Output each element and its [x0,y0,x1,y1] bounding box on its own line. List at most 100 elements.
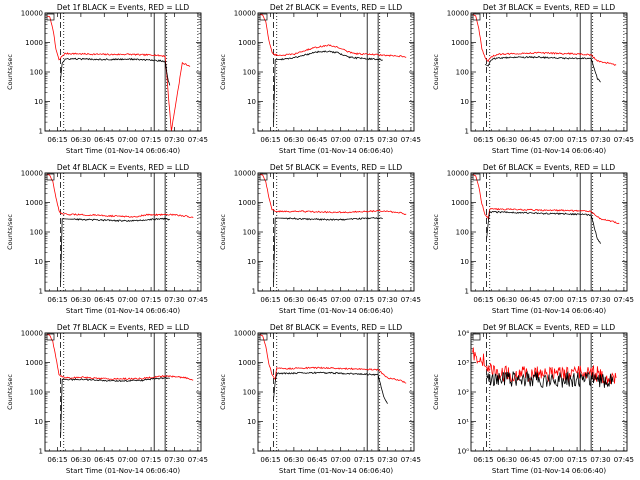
series-group [259,333,407,404]
x-tick-label: 06:45 [520,136,540,144]
x-tick-label: 07:15 [354,456,374,464]
plot-frame [257,172,415,292]
x-tick-label: 06:15 [473,296,493,304]
x-tick-label: 06:45 [307,456,327,464]
y-axis-label: Counts/sec [432,214,440,250]
x-tick-label: 07:00 [544,136,564,144]
y-tick-label: 10 [247,98,256,106]
x-axis-label: Start Time (01-Nov-14 06:06:40) [66,307,180,315]
x-tick-label: 06:15 [47,296,67,304]
y-tick-label: 100 [456,229,469,237]
x-tick-label: 06:30 [497,296,517,304]
x-tick-label: 07:30 [164,136,184,144]
x-tick-label: 06:15 [260,136,280,144]
y-tick-label: 1 [39,448,43,456]
panel-det-9: Det 9f BLACK = Events, RED = LLD Counts/s… [432,323,634,475]
panel-title: Det 9f BLACK = Events, RED = LLD [483,323,616,332]
x-tick-label: 06:30 [497,136,517,144]
series-events-line [60,217,171,283]
x-axis-label: Start Time (01-Nov-14 06:06:40) [279,307,393,315]
series-events-line [273,217,383,283]
x-axis-label: Start Time (01-Nov-14 06:06:40) [492,147,606,155]
x-tick-label: 07:30 [377,456,397,464]
x-tick-label: 07:00 [544,296,564,304]
y-tick-label: 100 [456,69,469,77]
x-tick-label: 06:15 [260,296,280,304]
series-events-line [486,370,614,388]
plot-frame [44,12,202,132]
x-tick-label: 06:15 [473,136,493,144]
x-tick-label: 07:00 [118,136,138,144]
y-tick-label: 10 [34,258,43,266]
x-tick-label: 06:15 [47,456,67,464]
y-tick-label: 10⁰ [457,448,469,456]
plot-frame [257,332,415,452]
y-axis-label: Counts/sec [6,374,14,410]
panel-det-7: Det 7f BLACK = Events, RED = LLD Counts/s… [6,323,208,475]
x-tick-label: 07:30 [590,136,610,144]
y-axis-label: Counts/sec [432,54,440,90]
series-group [259,173,407,283]
x-tick-label: 07:15 [354,296,374,304]
x-tick-label: 06:30 [497,456,517,464]
panel-det-4: Det 4f BLACK = Events, RED = LLD Counts/s… [6,163,208,315]
panel-det-1: Det 1f BLACK = Events, RED = LLD Counts/s… [6,3,208,155]
y-tick-label: 10 [34,418,43,426]
x-tick-label: 06:45 [520,456,540,464]
panel-det-3: Det 3f BLACK = Events, RED = LLD Counts/s… [432,3,634,155]
legend-glyph [472,13,481,21]
x-axis-label: Start Time (01-Nov-14 06:06:40) [492,467,606,475]
x-tick-label: 07:15 [141,136,161,144]
series-group [46,333,194,437]
panel-det-8: Det 8f BLACK = Events, RED = LLD Counts/s… [219,323,421,475]
x-tick-label: 07:45 [188,456,208,464]
plot-frame [470,172,628,292]
series-events-line [273,371,388,404]
x-tick-label: 06:45 [94,456,114,464]
x-tick-label: 07:00 [331,456,351,464]
series-events-line [484,55,601,83]
series-group [472,173,620,244]
y-tick-label: 1 [465,128,469,136]
x-tick-label: 07:00 [331,296,351,304]
y-tick-label: 1000 [238,39,256,47]
legend-glyph [472,333,481,341]
y-tick-label: 1000 [25,199,43,207]
series-events-line [60,376,170,437]
legend-glyph [259,173,268,181]
y-tick-label: 10000 [234,170,256,178]
y-tick-label: 10 [247,418,256,426]
x-tick-label: 06:15 [260,456,280,464]
x-tick-label: 06:45 [307,136,327,144]
series-lld-line [46,173,194,219]
y-tick-label: 10 [460,98,469,106]
x-axis-label: Start Time (01-Nov-14 06:06:40) [279,467,393,475]
x-tick-label: 07:45 [614,456,634,464]
series-lld-line [259,13,407,58]
plot-frame [44,172,202,292]
y-axis-label: Counts/sec [219,54,227,90]
y-tick-label: 10 [247,258,256,266]
y-tick-label: 10² [457,389,469,397]
y-tick-label: 100 [243,69,256,77]
plot-frame [470,332,628,452]
panel-title: Det 1f BLACK = Events, RED = LLD [57,3,190,12]
y-tick-label: 10000 [234,10,256,18]
x-tick-label: 06:30 [284,296,304,304]
x-tick-label: 07:45 [614,136,634,144]
y-tick-label: 100 [243,229,256,237]
series-lld-line [259,333,407,384]
y-tick-label: 10³ [457,359,469,367]
x-tick-label: 06:45 [94,296,114,304]
legend-glyph [46,13,55,21]
y-tick-label: 1000 [451,199,469,207]
x-tick-label: 07:15 [354,136,374,144]
x-tick-label: 07:30 [164,296,184,304]
panel-title: Det 5f BLACK = Events, RED = LLD [270,163,403,172]
series-group [472,347,617,388]
y-tick-label: 10000 [447,170,469,178]
legend-glyph [46,173,55,181]
panel-title: Det 8f BLACK = Events, RED = LLD [270,323,403,332]
x-tick-label: 07:15 [567,296,587,304]
series-lld-line [472,173,620,225]
